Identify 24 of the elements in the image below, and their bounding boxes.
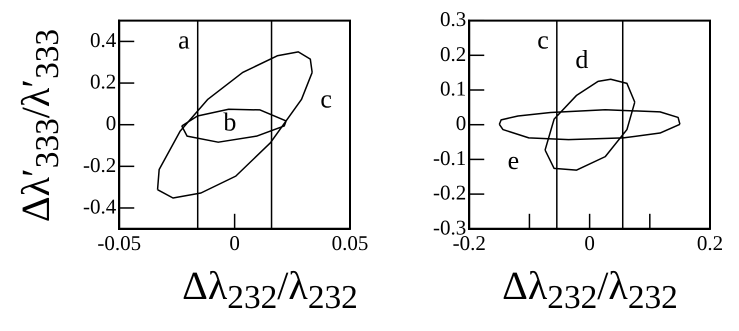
y-tick-label: 0.2 [90, 70, 116, 94]
x-tick-label: 0 [584, 230, 595, 255]
legend-label: e [508, 146, 520, 176]
y-tick-label: 0 [456, 111, 466, 136]
x-tick-label: 0.2 [696, 230, 724, 255]
y-tick-label: -0.1 [432, 146, 466, 170]
y-tick-label: -0.4 [82, 194, 117, 218]
series-label: d [575, 45, 588, 74]
ref-line-label: a [178, 25, 190, 54]
y-tick-label: -0.2 [82, 152, 116, 177]
y-tick-label: -0.2 [432, 180, 466, 205]
y-tick-label: 0 [106, 111, 116, 136]
x-tick-label: -0.05 [97, 230, 142, 255]
x-tick-label: 0.05 [332, 230, 368, 255]
series-label: b [223, 107, 236, 136]
series-label: c [320, 84, 332, 114]
ref-line-label: c [537, 25, 549, 54]
y-tick-label: 0.1 [440, 76, 466, 101]
y-tick-label: 0.3 [440, 7, 466, 32]
x-axis-title: Δλ$_{232}$/λ$_{232}$ [181, 262, 359, 318]
y-tick-label: 0.2 [440, 42, 466, 66]
x-axis-title: Δλ$_{232}$/λ$_{232}$ [501, 262, 679, 318]
y-tick-label: 0.4 [90, 28, 117, 52]
x-tick-label: 0 [229, 230, 240, 255]
